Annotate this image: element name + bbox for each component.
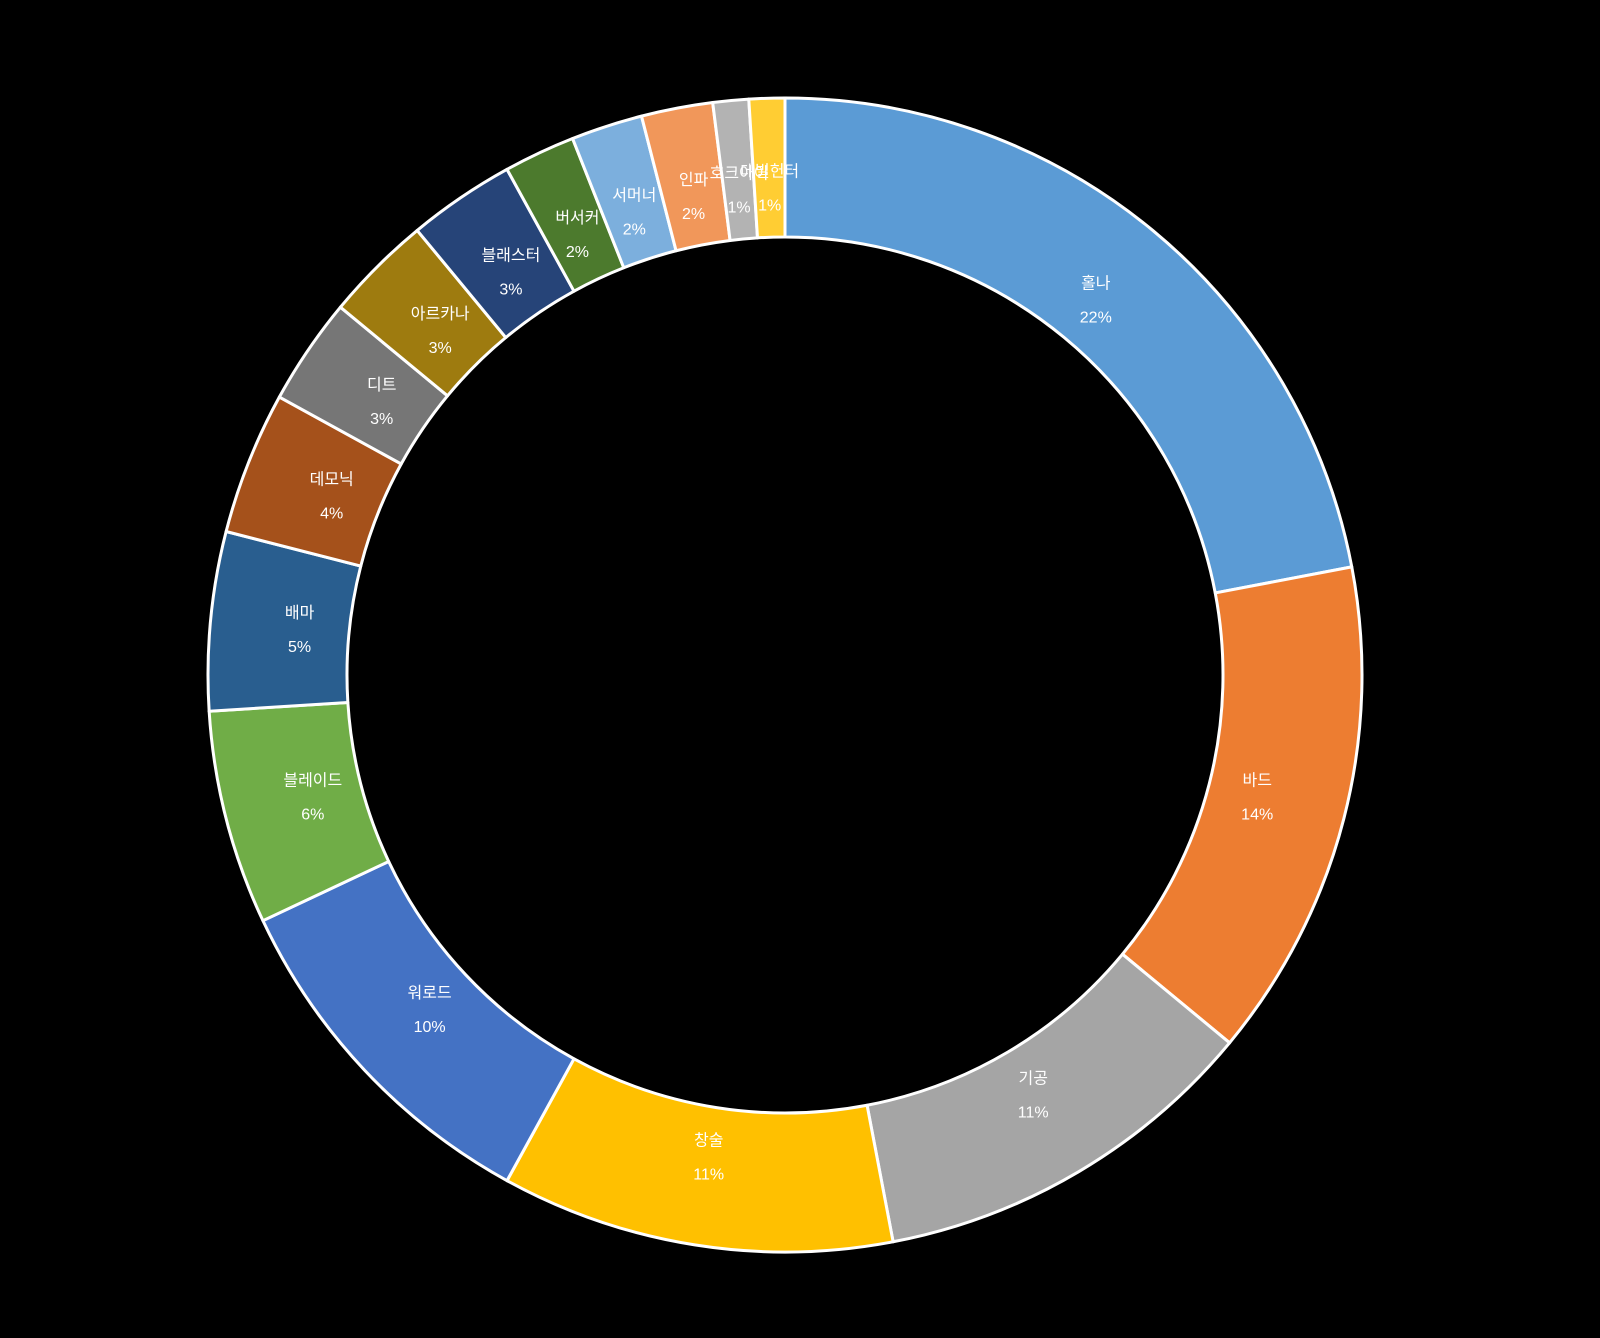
slice-label-name: 인파 (679, 171, 709, 189)
slice-label-name: 홀나 (1081, 274, 1111, 292)
slice-label-5: 워로드 10% (408, 984, 452, 1036)
slice-label-name: 데모닉 (310, 471, 354, 489)
slice-label-8: 데모닉 4% (310, 471, 354, 523)
slice-label-percent: 22% (1080, 309, 1112, 326)
slice-label-9: 디트 3% (367, 376, 396, 428)
slice-label-percent: 3% (370, 411, 393, 428)
slice-label-percent: 3% (499, 282, 522, 299)
slice-label-3: 기공 11% (1018, 1070, 1049, 1122)
slice-label-percent: 2% (566, 244, 589, 261)
slice-label-name: 블레이드 (283, 771, 342, 789)
slice-label-15: 호크아이 1% (710, 165, 769, 217)
slice-label-13: 서머너 2% (612, 186, 656, 238)
slice-label-name: 아르카나 (411, 305, 470, 323)
slice-label-percent: 5% (288, 639, 311, 656)
pie-slice-4 (505, 1057, 895, 1254)
slice-label-name: 기공 (1018, 1070, 1047, 1088)
slice-label-percent: 2% (682, 206, 705, 223)
slice-label-name: 블래스터 (481, 247, 540, 265)
slice-label-name: 버서커 (555, 209, 599, 227)
slice-label-2: 바드 14% (1241, 771, 1273, 823)
slice-label-name: 호크아이 (710, 165, 769, 183)
slice-label-percent: 4% (320, 506, 343, 523)
slice-label-name: 디트 (367, 376, 396, 394)
slice-label-name: 데빌헌터 (740, 163, 799, 181)
slice-label-name: 워로드 (408, 984, 452, 1002)
slice-label-percent: 2% (623, 221, 646, 238)
slice-label-16: 데빌헌터 1% (740, 163, 799, 215)
pie-slice-2 (1120, 565, 1364, 1045)
slice-label-11: 블래스터 3% (481, 247, 540, 299)
slice-label-name: 창술 (694, 1132, 723, 1150)
slice-label-name: 배마 (285, 604, 315, 622)
slice-label-7: 배마 5% (285, 604, 315, 656)
slice-label-percent: 11% (1018, 1105, 1049, 1122)
slice-label-percent: 3% (429, 340, 452, 357)
slice-label-percent: 1% (728, 200, 751, 217)
slice-label-4: 창술 11% (693, 1132, 724, 1184)
slice-label-6: 블레이드 6% (283, 771, 342, 823)
slice-label-percent: 10% (414, 1019, 446, 1036)
slice-label-name: 서머너 (612, 186, 656, 204)
slice-label-name: 바드 (1242, 771, 1271, 789)
slice-label-14: 인파 2% (679, 171, 709, 223)
pie-slice-1 (783, 96, 1354, 595)
slice-label-12: 버서커 2% (555, 209, 599, 261)
pie-slice-16 (747, 96, 787, 240)
slice-label-10: 아르카나 3% (411, 305, 470, 357)
slice-label-percent: 14% (1241, 806, 1273, 823)
slice-label-percent: 11% (693, 1167, 724, 1184)
pie-slice-3 (865, 952, 1232, 1244)
slice-label-percent: 1% (758, 198, 781, 215)
slice-label-1: 홀나 22% (1080, 274, 1112, 326)
slice-label-percent: 6% (301, 806, 324, 823)
